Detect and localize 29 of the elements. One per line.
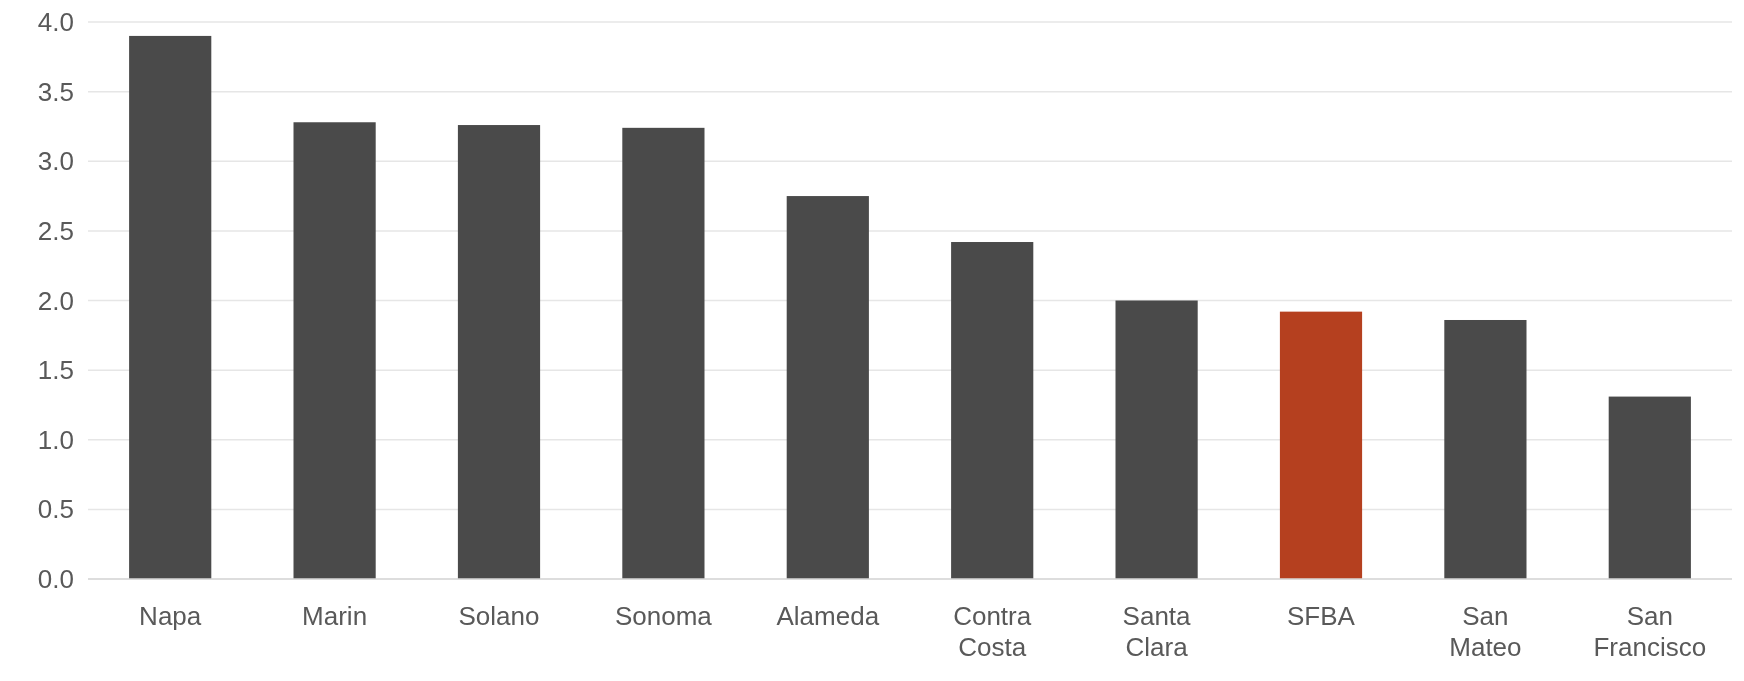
x-tick-label: Solano (458, 601, 540, 631)
bar (1444, 320, 1527, 579)
y-tick-label: 1.0 (37, 424, 74, 455)
y-tick-label: 0.5 (37, 494, 74, 525)
x-tick-label: Alameda (776, 601, 880, 631)
x-tick-label: Sonoma (614, 601, 713, 631)
y-tick-label: 0.0 (37, 564, 74, 595)
bar (293, 122, 376, 579)
y-tick-label: 2.5 (37, 215, 74, 246)
x-tick-label: San Francisco (1593, 601, 1707, 662)
bar (1115, 300, 1198, 579)
x-tick-label: Marin (302, 601, 368, 631)
y-tick-label: 4.0 (37, 7, 74, 38)
bar (1608, 396, 1691, 579)
x-tick-label: Napa (139, 601, 202, 631)
y-tick-label: 3.5 (37, 76, 74, 107)
y-tick-label: 1.5 (37, 355, 74, 386)
bar (786, 196, 869, 579)
y-tick-label: 2.0 (37, 285, 74, 316)
x-tick-label: SFBA (1287, 601, 1356, 631)
bar (622, 127, 705, 579)
bar (457, 125, 541, 579)
bar (129, 35, 212, 579)
x-tick-label: San Mateo (1449, 601, 1522, 662)
bar (951, 242, 1034, 579)
x-tick-label: Santa Clara (1122, 601, 1192, 662)
bar (1279, 311, 1363, 579)
y-tick-label: 3.0 (37, 146, 74, 177)
x-tick-label: Contra Costa (953, 601, 1032, 662)
